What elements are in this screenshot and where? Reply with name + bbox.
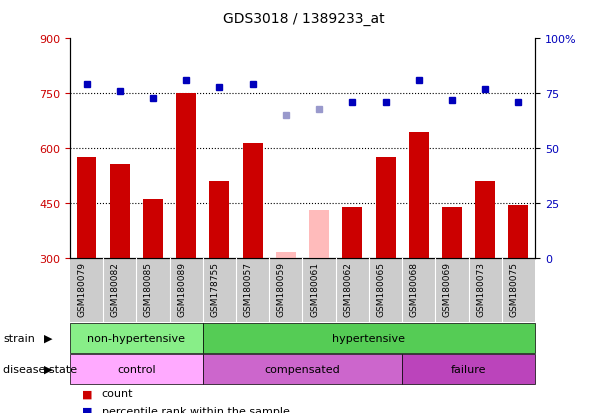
Bar <box>209 181 229 258</box>
Text: GSM180065: GSM180065 <box>376 261 385 316</box>
Bar <box>442 207 462 258</box>
Text: hypertensive: hypertensive <box>333 333 406 343</box>
Bar <box>276 253 296 258</box>
Text: GSM180069: GSM180069 <box>443 261 452 316</box>
Text: GSM180079: GSM180079 <box>78 261 86 316</box>
Text: GSM180082: GSM180082 <box>111 261 120 316</box>
Text: non-hypertensive: non-hypertensive <box>88 333 185 343</box>
Bar <box>475 181 495 258</box>
Text: count: count <box>102 388 133 398</box>
Text: GSM180089: GSM180089 <box>177 261 186 316</box>
Bar <box>243 143 263 258</box>
Bar <box>342 207 362 258</box>
Text: strain: strain <box>3 333 35 343</box>
Text: GSM180059: GSM180059 <box>277 261 286 316</box>
Text: failure: failure <box>451 364 486 374</box>
Text: disease state: disease state <box>3 364 77 374</box>
Bar <box>309 211 329 258</box>
Text: GSM180061: GSM180061 <box>310 261 319 316</box>
Text: GSM180073: GSM180073 <box>476 261 485 316</box>
Bar <box>110 165 130 258</box>
Text: GSM180085: GSM180085 <box>144 261 153 316</box>
Bar <box>508 205 528 258</box>
Bar <box>143 200 163 258</box>
Text: ▶: ▶ <box>44 364 52 374</box>
Bar <box>176 94 196 258</box>
Bar <box>409 132 429 258</box>
Text: ■: ■ <box>82 388 92 398</box>
Text: GSM180075: GSM180075 <box>510 261 519 316</box>
Text: percentile rank within the sample: percentile rank within the sample <box>102 406 289 413</box>
Bar <box>376 158 395 258</box>
Bar <box>77 158 97 258</box>
Text: ■: ■ <box>82 406 92 413</box>
Text: GSM180068: GSM180068 <box>410 261 419 316</box>
Text: control: control <box>117 364 156 374</box>
Text: GDS3018 / 1389233_at: GDS3018 / 1389233_at <box>223 12 385 26</box>
Text: ▶: ▶ <box>44 333 52 343</box>
Text: GSM180057: GSM180057 <box>244 261 253 316</box>
Text: compensated: compensated <box>264 364 340 374</box>
Text: GSM180062: GSM180062 <box>344 261 352 316</box>
Text: GSM178755: GSM178755 <box>210 261 219 316</box>
